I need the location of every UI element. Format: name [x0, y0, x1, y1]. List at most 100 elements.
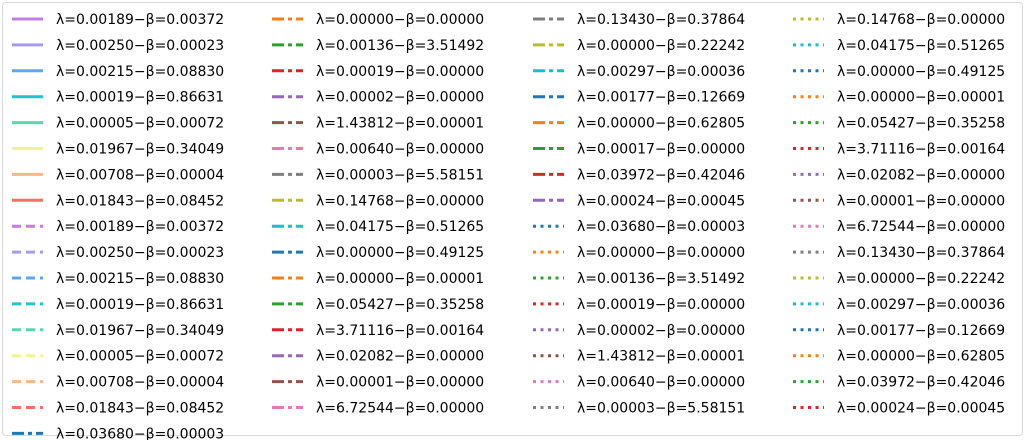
legend-entry: λ=0.00189−β=0.00372: [12, 219, 224, 235]
legend-label: λ=0.02082−β=0.00000: [316, 349, 484, 365]
legend-label: λ=0.00000−β=0.49125: [837, 64, 1005, 80]
legend-entry: λ=0.01843−β=0.08452: [12, 193, 224, 209]
legend-entry: λ=0.00297−β=0.00036: [533, 64, 745, 80]
legend-label: λ=1.43812−β=0.00001: [577, 349, 745, 365]
legend-entry: λ=0.00136−β=3.51492: [533, 271, 745, 287]
legend-label: λ=0.03972−β=0.42046: [837, 375, 1005, 391]
legend-entry: λ=3.71116−β=0.00164: [272, 323, 484, 339]
legend-label: λ=0.00000−β=0.00001: [316, 271, 484, 287]
legend-entry: λ=1.43812−β=0.00001: [533, 349, 745, 365]
legend-label: λ=0.00000−β=0.22242: [837, 271, 1005, 287]
legend-label: λ=0.01967−β=0.34049: [56, 142, 224, 158]
legend-label: λ=3.71116−β=0.00164: [837, 142, 1005, 158]
legend-entry: λ=0.00000−β=0.62805: [533, 116, 745, 132]
legend-entry: λ=0.00019−β=0.00000: [533, 297, 745, 313]
legend-label: λ=0.00017−β=0.00000: [577, 142, 745, 158]
legend-label: λ=0.00177−β=0.12669: [577, 90, 745, 106]
legend-label: λ=0.13430−β=0.37864: [577, 12, 745, 28]
legend-label: λ=3.71116−β=0.00164: [316, 323, 484, 339]
legend-entry: λ=0.02082−β=0.00000: [793, 167, 1005, 183]
legend-label: λ=0.00019−β=0.00000: [577, 297, 745, 313]
legend-entry: λ=0.00024−β=0.00045: [793, 401, 1005, 417]
legend-entry: λ=0.00005−β=0.00072: [12, 116, 224, 132]
legend-entry: λ=0.00000−β=0.22242: [793, 271, 1005, 287]
legend-label: λ=0.00003−β=5.58151: [577, 401, 745, 417]
legend-label: λ=0.00640−β=0.00000: [577, 375, 745, 391]
legend-entry: λ=0.00024−β=0.00045: [533, 193, 745, 209]
legend-entry: λ=0.00708−β=0.00004: [12, 375, 224, 391]
legend-entry: λ=0.00136−β=3.51492: [272, 38, 484, 54]
legend-entry: λ=0.00002−β=0.00000: [533, 323, 745, 339]
legend-label: λ=0.00708−β=0.00004: [56, 167, 224, 183]
legend-label: λ=0.00000−β=0.00000: [316, 12, 484, 28]
legend-label: λ=0.01843−β=0.08452: [56, 401, 224, 417]
legend-label: λ=0.00250−β=0.00023: [56, 245, 224, 261]
legend-label: λ=0.00136−β=3.51492: [577, 271, 745, 287]
legend-label: λ=0.00000−β=0.49125: [316, 245, 484, 261]
legend-label: λ=0.00297−β=0.00036: [837, 297, 1005, 313]
legend-label: λ=0.04175−β=0.51265: [316, 219, 484, 235]
legend-label: λ=0.00136−β=3.51492: [316, 38, 484, 54]
legend-entry: λ=0.03972−β=0.42046: [793, 375, 1005, 391]
legend-entry: λ=0.00003−β=5.58151: [272, 167, 484, 183]
legend-label: λ=0.00189−β=0.00372: [56, 12, 224, 28]
legend-entry: λ=0.00019−β=0.86631: [12, 297, 224, 313]
legend-label: λ=0.00189−β=0.00372: [56, 219, 224, 235]
legend-entry: λ=0.01967−β=0.34049: [12, 142, 224, 158]
legend-label: λ=0.00000−β=0.00001: [837, 90, 1005, 106]
legend-entry: λ=0.14768−β=0.00000: [272, 193, 484, 209]
legend-entry: λ=0.00002−β=0.00000: [272, 90, 484, 106]
legend-label: λ=0.00640−β=0.00000: [316, 142, 484, 158]
legend-label: λ=0.03680−β=0.00003: [56, 426, 224, 440]
legend-label: λ=1.43812−β=0.00001: [316, 116, 484, 132]
legend-label: λ=6.72544−β=0.00000: [837, 219, 1005, 235]
legend-entry: λ=0.00000−β=0.49125: [793, 64, 1005, 80]
legend-entry: λ=0.00708−β=0.00004: [12, 167, 224, 183]
legend-label: λ=0.00001−β=0.00000: [316, 375, 484, 391]
legend-label: λ=0.00024−β=0.00045: [837, 401, 1005, 417]
legend-entry: λ=0.01843−β=0.08452: [12, 401, 224, 417]
legend-entry: λ=0.00297−β=0.00036: [793, 297, 1005, 313]
legend-label: λ=0.02082−β=0.00000: [837, 167, 1005, 183]
legend-label: λ=0.05427−β=0.35258: [837, 116, 1005, 132]
legend-entry: λ=0.00000−β=0.00001: [793, 90, 1005, 106]
legend-entry: λ=0.00019−β=0.00000: [272, 64, 484, 80]
legend-label: λ=6.72544−β=0.00000: [316, 401, 484, 417]
legend-entry: λ=0.00640−β=0.00000: [272, 142, 484, 158]
legend-entry: λ=0.05427−β=0.35258: [793, 116, 1005, 132]
legend-entry: λ=0.00000−β=0.00001: [272, 271, 484, 287]
legend-entry: λ=0.13430−β=0.37864: [533, 12, 745, 28]
legend-entry: λ=0.00005−β=0.00072: [12, 349, 224, 365]
legend-label: λ=0.03680−β=0.00003: [577, 219, 745, 235]
legend-entry: λ=0.00000−β=0.49125: [272, 245, 484, 261]
legend-entry: λ=0.03972−β=0.42046: [533, 167, 745, 183]
legend-label: λ=0.00001−β=0.00000: [837, 193, 1005, 209]
legend-entry: λ=0.00189−β=0.00372: [12, 12, 224, 28]
legend-label: λ=0.00215−β=0.08830: [56, 271, 224, 287]
legend-entry: λ=0.00250−β=0.00023: [12, 38, 224, 54]
legend-entry: λ=0.00001−β=0.00000: [793, 193, 1005, 209]
legend-label: λ=0.00000−β=0.62805: [577, 116, 745, 132]
legend-entry: λ=0.04175−β=0.51265: [272, 219, 484, 235]
legend-entry: λ=0.03680−β=0.00003: [533, 219, 745, 235]
legend-entry: λ=0.14768−β=0.00000: [793, 12, 1005, 28]
legend-label: λ=0.03972−β=0.42046: [577, 167, 745, 183]
legend-label: λ=0.00005−β=0.00072: [56, 116, 224, 132]
legend-entry: λ=0.00000−β=0.22242: [533, 38, 745, 54]
legend-label: λ=0.00019−β=0.00000: [316, 64, 484, 80]
legend-label: λ=0.00000−β=0.22242: [577, 38, 745, 54]
legend-label: λ=0.00250−β=0.00023: [56, 38, 224, 54]
legend-entry: λ=0.00000−β=0.00000: [533, 245, 745, 261]
legend-entry: λ=0.13430−β=0.37864: [793, 245, 1005, 261]
legend-entry: λ=6.72544−β=0.00000: [793, 219, 1005, 235]
legend-label: λ=0.01843−β=0.08452: [56, 193, 224, 209]
legend-label: λ=0.05427−β=0.35258: [316, 297, 484, 313]
legend-label: λ=0.00215−β=0.08830: [56, 64, 224, 80]
legend-entry: λ=0.05427−β=0.35258: [272, 297, 484, 313]
legend-label: λ=0.00000−β=0.62805: [837, 349, 1005, 365]
legend-label: λ=0.00005−β=0.00072: [56, 349, 224, 365]
legend-entry: λ=0.00017−β=0.00000: [533, 142, 745, 158]
legend-label: λ=0.13430−β=0.37864: [837, 245, 1005, 261]
legend-label: λ=0.01967−β=0.34049: [56, 323, 224, 339]
